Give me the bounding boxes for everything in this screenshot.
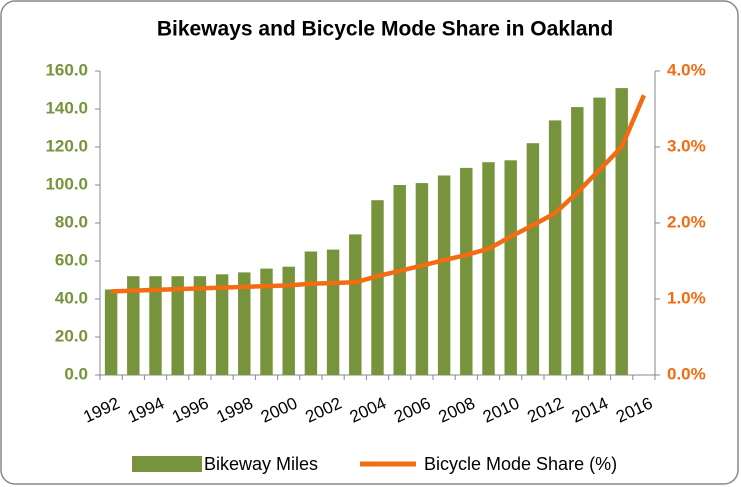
bar: [349, 234, 362, 375]
y-tick-label: 120.0: [45, 136, 88, 155]
y2-tick-label: 3.0%: [667, 136, 706, 155]
y-tick-label: 80.0: [55, 212, 88, 231]
bar: [215, 274, 229, 375]
bar: [460, 167, 473, 375]
bar: [371, 200, 384, 375]
y-tick-label: 160.0: [45, 60, 88, 79]
bar: [548, 120, 562, 376]
y-tick-label: 20.0: [55, 326, 88, 345]
bar: [149, 276, 162, 375]
bar: [171, 276, 184, 375]
bar: [615, 88, 628, 375]
bar: [482, 162, 495, 375]
y-tick-label: 40.0: [55, 288, 88, 307]
bar: [304, 251, 318, 375]
chart-title: Bikeways and Bicycle Mode Share in Oakla…: [157, 18, 613, 41]
legend-swatch: [132, 456, 202, 472]
bar: [127, 276, 140, 375]
bar: [326, 249, 340, 375]
bar: [504, 160, 517, 375]
bar: [104, 289, 118, 375]
bar: [193, 276, 207, 375]
bar: [415, 183, 429, 375]
y2-tick-label: 1.0%: [667, 288, 706, 307]
y2-tick-label: 4.0%: [667, 60, 706, 79]
legend-label: Bikeway Miles: [204, 454, 318, 474]
bar: [282, 266, 295, 375]
bar: [393, 185, 406, 375]
bar: [238, 272, 251, 375]
bar: [437, 175, 451, 375]
bar: [593, 97, 606, 375]
y-tick-label: 140.0: [45, 98, 88, 117]
y-tick-label: 60.0: [55, 250, 88, 269]
bar: [260, 268, 273, 375]
y2-tick-label: 2.0%: [667, 212, 706, 231]
y-tick-label: 0.0: [64, 364, 88, 383]
bar: [571, 107, 584, 375]
bar: [526, 143, 540, 375]
line: [111, 94, 646, 294]
y2-tick-label: 0.0%: [667, 364, 706, 383]
y-tick-label: 100.0: [45, 174, 88, 193]
legend-label: Bicycle Mode Share (%): [424, 454, 617, 474]
